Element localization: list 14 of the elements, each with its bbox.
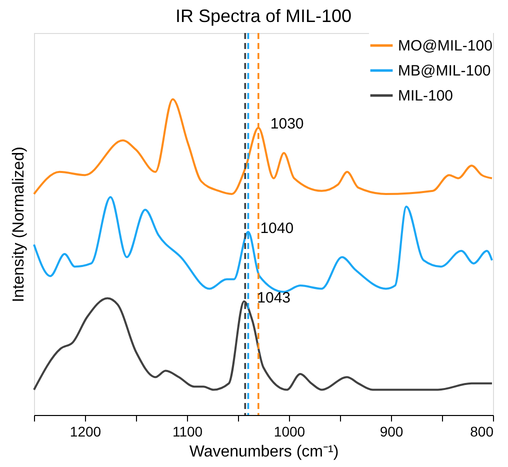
annotation: 1043 [257, 289, 291, 306]
annotation: 1030 [270, 116, 304, 133]
annotation: 1040 [260, 220, 294, 237]
legend-label: MIL-100 [398, 88, 454, 104]
legend-label: MO@MIL-100 [398, 38, 492, 54]
legend-label: MB@MIL-100 [398, 62, 491, 80]
y-axis-title: Intensity (Normalized) [10, 146, 28, 302]
x-tick-label: 1200 [70, 424, 102, 440]
x-tick-label: 800 [470, 424, 494, 440]
x-tick-label: 900 [380, 424, 404, 440]
x-tick-label: 1000 [274, 424, 306, 440]
x-axis-title: Wavenumbers (cm⁻¹) [189, 444, 339, 460]
x-tick-label: 1100 [172, 424, 203, 440]
chart-title: IR Spectra of MIL-100 [175, 6, 352, 26]
